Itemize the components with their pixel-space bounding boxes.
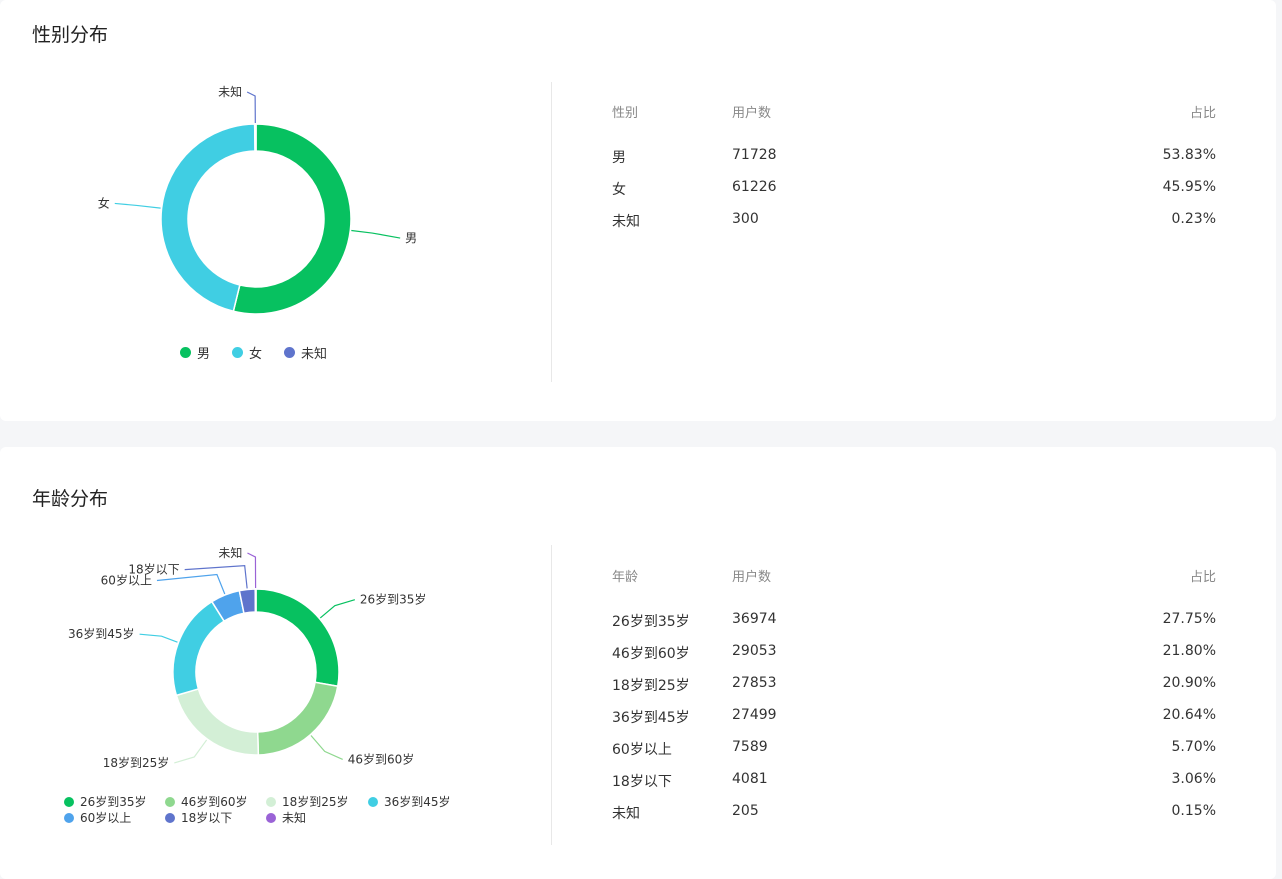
slice-label-line	[184, 564, 248, 589]
table-cell-category: 18岁到25岁	[612, 678, 690, 694]
legend-item-60-plus[interactable]: 60岁以上	[64, 809, 131, 826]
slice-label-line	[174, 739, 208, 764]
legend-dot-icon	[64, 796, 74, 807]
table-cell-users: 27853	[732, 675, 777, 691]
slice-label: 46岁到60岁	[348, 751, 415, 766]
divider	[551, 82, 552, 382]
table-header-share: 占比	[1189, 570, 1216, 585]
table-cell-users: 4081	[732, 771, 768, 787]
donut-slice[interactable]	[175, 687, 260, 756]
slice-label: 18岁到25岁	[103, 755, 170, 770]
legend-item-under-18[interactable]: 18岁以下	[165, 809, 232, 826]
legend-dot-icon	[266, 796, 276, 807]
gender-table: 性别 用户数 占比 男 71728 53.83% 女 61226 45.95% …	[612, 102, 1216, 242]
slice-label-line	[351, 229, 401, 239]
table-cell-category: 未知	[612, 214, 640, 230]
donut-slice[interactable]	[254, 588, 257, 613]
slice-label: 26岁到35岁	[360, 592, 427, 607]
slice-label: 未知	[218, 547, 242, 560]
table-cell-category: 女	[612, 182, 626, 198]
slice-label-line	[246, 91, 256, 124]
legend-dot-icon	[232, 347, 243, 358]
table-cell-users: 36974	[732, 611, 777, 627]
table-cell-share: 20.64%	[1162, 707, 1216, 723]
legend-dot-icon	[165, 812, 175, 823]
table-cell-category: 60岁以上	[612, 742, 672, 758]
table-cell-share: 27.75%	[1162, 611, 1216, 627]
slice-label: 女	[98, 195, 110, 210]
slice-label-line	[114, 202, 161, 209]
table-cell-users: 71728	[732, 147, 777, 163]
age-chart-area: 26岁到35岁 46岁到60岁 18岁到25岁 36岁到45岁 60岁以上 18岁以下 未知	[0, 546, 551, 792]
age-section-title: 年龄分布	[32, 488, 109, 510]
table-header-gender: 性别	[612, 106, 639, 121]
divider	[551, 545, 552, 845]
slice-label-line	[247, 552, 257, 589]
table-cell-category: 18岁以下	[612, 774, 672, 790]
legend-dot-icon	[368, 796, 378, 807]
donut-slice[interactable]	[232, 123, 352, 315]
table-cell-category: 未知	[612, 806, 640, 822]
donut-slice[interactable]	[256, 681, 339, 756]
slice-label-line	[319, 599, 356, 619]
table-cell-share: 53.83%	[1162, 147, 1216, 163]
table-cell-share: 0.23%	[1171, 211, 1216, 227]
slice-label: 男	[405, 231, 417, 245]
legend-dot-icon	[284, 347, 295, 358]
slice-label: 未知	[218, 85, 242, 99]
table-cell-users: 27499	[732, 707, 777, 723]
donut-slice[interactable]	[172, 600, 226, 697]
table-cell-category: 36岁到45岁	[612, 710, 690, 726]
gender-card: 性别分布 男女未知 男 女 未知 性别 用户数 占比 男 71728 53.83…	[0, 0, 1276, 421]
table-cell-share: 45.95%	[1162, 179, 1216, 195]
table-cell-users: 29053	[732, 643, 777, 659]
legend-dot-icon	[266, 812, 276, 823]
age-card: 年龄分布 26岁到35岁 46岁到60岁 18岁到25岁 36岁到45岁 60岁以上 18…	[0, 447, 1276, 879]
table-cell-category: 26岁到35岁	[612, 614, 690, 630]
table-cell-share: 21.80%	[1162, 643, 1216, 659]
legend-dot-icon	[64, 812, 74, 823]
legend-item-36-45[interactable]: 36岁到45岁	[368, 793, 451, 810]
legend-item-46-60[interactable]: 46岁到60岁	[165, 793, 248, 810]
age-table: 年龄 用户数 占比 26岁到35岁 36974 27.75% 46岁到60岁 2…	[612, 566, 1216, 826]
table-header-age: 年龄	[612, 570, 639, 585]
slice-label-line	[156, 573, 226, 595]
legend-item-unknown[interactable]: 未知	[266, 809, 306, 826]
slice-label-line	[310, 735, 343, 760]
gender-donut-chart: 男 女 未知	[98, 85, 417, 315]
table-cell-users: 205	[732, 803, 759, 819]
table-cell-share: 3.06%	[1171, 771, 1216, 787]
legend-item-male[interactable]: 男	[180, 343, 210, 362]
table-cell-share: 20.90%	[1162, 675, 1216, 691]
table-header-users: 用户数	[732, 106, 772, 121]
table-header-users: 用户数	[732, 570, 772, 585]
slice-label-line	[139, 633, 178, 643]
slice-label: 60岁以上	[101, 573, 152, 588]
table-cell-category: 男	[612, 150, 626, 166]
table-cell-category: 46岁到60岁	[612, 646, 690, 662]
donut-slice[interactable]	[253, 123, 257, 152]
table-header-share: 占比	[1189, 106, 1216, 121]
legend-item-unknown[interactable]: 未知	[284, 343, 327, 362]
slice-label: 36岁到45岁	[68, 626, 135, 641]
table-cell-share: 0.15%	[1171, 803, 1216, 819]
table-cell-users: 7589	[732, 739, 768, 755]
gender-chart-area: 男女未知	[0, 60, 551, 390]
table-cell-users: 61226	[732, 179, 777, 195]
slice-label: 18岁以下	[128, 562, 179, 577]
donut-slice[interactable]	[160, 123, 256, 313]
legend-dot-icon	[165, 796, 175, 807]
legend-dot-icon	[180, 347, 191, 358]
table-cell-share: 5.70%	[1171, 739, 1216, 755]
legend-item-26-35[interactable]: 26岁到35岁	[64, 793, 147, 810]
gender-section-title: 性别分布	[32, 24, 109, 46]
legend-item-18-25[interactable]: 18岁到25岁	[266, 793, 349, 810]
table-cell-users: 300	[732, 211, 759, 227]
donut-slice[interactable]	[255, 588, 340, 688]
legend-item-female[interactable]: 女	[232, 343, 262, 362]
